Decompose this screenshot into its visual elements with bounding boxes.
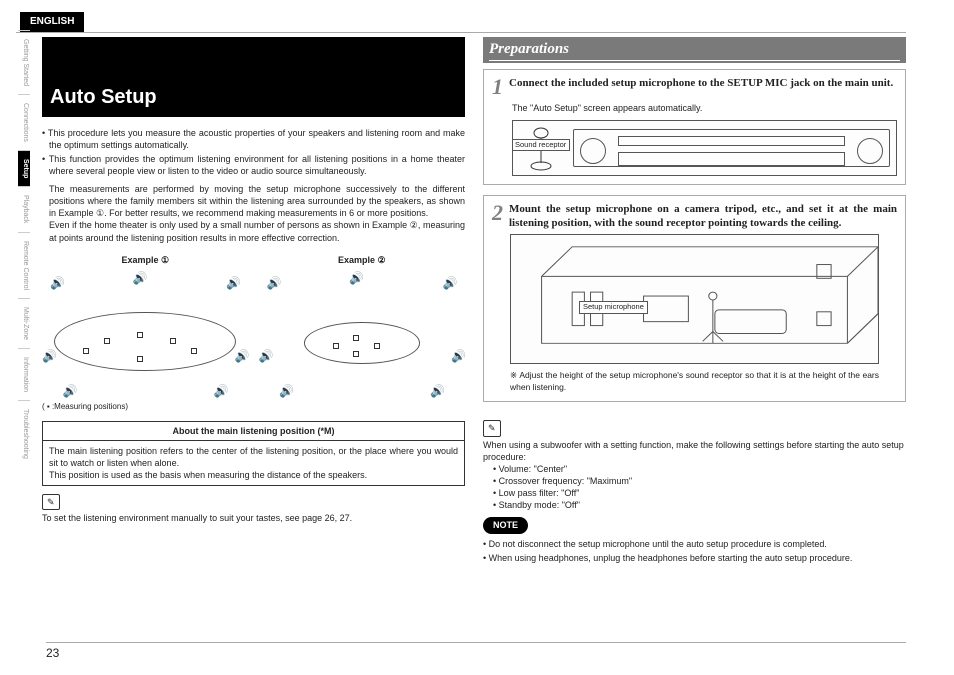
step-1-text: Connect the included setup microphone to… <box>509 76 893 90</box>
subwoofer-tip-list: Volume: "Center" Crossover frequency: "M… <box>493 463 906 512</box>
subwoofer-tip-intro: When using a subwoofer with a setting fu… <box>483 439 906 463</box>
note-item: When using headphones, unplug the headph… <box>483 552 906 564</box>
tab-connections[interactable]: Connections <box>18 94 30 150</box>
tab-multi-zone[interactable]: Multi-Zone <box>18 298 30 348</box>
step-1-sub: The "Auto Setup" screen appears automati… <box>512 102 897 114</box>
intro-bullet: This function provides the optimum liste… <box>42 153 465 177</box>
intro-para: The measurements are performed by moving… <box>42 183 465 244</box>
about-title: About the main listening position (*M) <box>43 422 464 441</box>
example-1-figure: 🔊 🔊 🔊 🔊 🔊 🔊 🔊 <box>42 270 249 400</box>
example-2-figure: 🔊 🔊 🔊 🔊 🔊 🔊 🔊 <box>259 270 466 400</box>
tip-item: Low pass filter: "Off" <box>493 487 906 499</box>
preparations-header: Preparations <box>483 37 906 63</box>
left-column: Auto Setup This procedure lets you measu… <box>42 37 465 570</box>
about-box: About the main listening position (*M) T… <box>42 421 465 487</box>
step-2-diagram: Setup microphone <box>510 234 879 364</box>
note-item: Do not disconnect the setup microphone u… <box>483 538 906 550</box>
page-number: 23 <box>46 645 59 661</box>
pencil-icon: ✎ <box>483 420 501 436</box>
tab-setup[interactable]: Setup <box>18 150 30 186</box>
tip-item: Crossover frequency: "Maximum" <box>493 475 906 487</box>
step-1: 1 Connect the included setup microphone … <box>483 69 906 185</box>
example-2: Example ② 🔊 🔊 🔊 🔊 🔊 🔊 🔊 <box>259 254 466 413</box>
step-2-star-note: ※ Adjust the height of the setup microph… <box>510 370 879 393</box>
pencil-icon: ✎ <box>42 494 60 510</box>
tab-troubleshooting[interactable]: Troubleshooting <box>18 400 30 467</box>
hero-banner: Auto Setup <box>42 37 465 117</box>
note-label: NOTE <box>483 517 528 533</box>
preparations-title: Preparations <box>489 39 900 61</box>
example-1: Example ① 🔊 🔊 🔊 🔊 🔊 🔊 🔊 <box>42 254 249 413</box>
examples-row: Example ① 🔊 🔊 🔊 🔊 🔊 🔊 🔊 <box>42 254 465 413</box>
top-rule <box>16 32 906 33</box>
hero-title: Auto Setup <box>50 84 157 111</box>
sound-receptor-callout: Sound receptor <box>512 139 570 151</box>
measuring-legend: ( ▪ :Measuring positions) <box>42 402 249 413</box>
example-1-title: Example ① <box>42 254 249 266</box>
intro-bullet: This procedure lets you measure the acou… <box>42 127 465 151</box>
step-2: 2 Mount the setup microphone on a camera… <box>483 195 906 403</box>
section-tabs: Getting Started Connections Setup Playba… <box>18 30 30 467</box>
note-list: Do not disconnect the setup microphone u… <box>483 538 906 564</box>
footer-rule <box>46 642 906 643</box>
tab-information[interactable]: Information <box>18 348 30 400</box>
manual-tip: To set the listening environment manuall… <box>42 512 465 524</box>
about-body: The main listening position refers to th… <box>43 441 464 485</box>
setup-mic-callout: Setup microphone <box>579 301 648 313</box>
example-2-title: Example ② <box>259 254 466 266</box>
step-1-diagram: Sound receptor <box>512 120 897 176</box>
tip-item: Volume: "Center" <box>493 463 906 475</box>
tab-remote-control[interactable]: Remote Control <box>18 232 30 298</box>
step-2-text: Mount the setup microphone on a camera t… <box>509 202 897 231</box>
step-1-number: 1 <box>492 76 503 98</box>
intro-bullets: This procedure lets you measure the acou… <box>42 127 465 178</box>
right-column: Preparations 1 Connect the included setu… <box>483 37 906 570</box>
language-tab: ENGLISH <box>20 12 84 32</box>
step-2-number: 2 <box>492 202 503 224</box>
tab-getting-started[interactable]: Getting Started <box>18 30 30 94</box>
tip-item: Standby mode: "Off" <box>493 499 906 511</box>
tab-playback[interactable]: Playback <box>18 186 30 231</box>
